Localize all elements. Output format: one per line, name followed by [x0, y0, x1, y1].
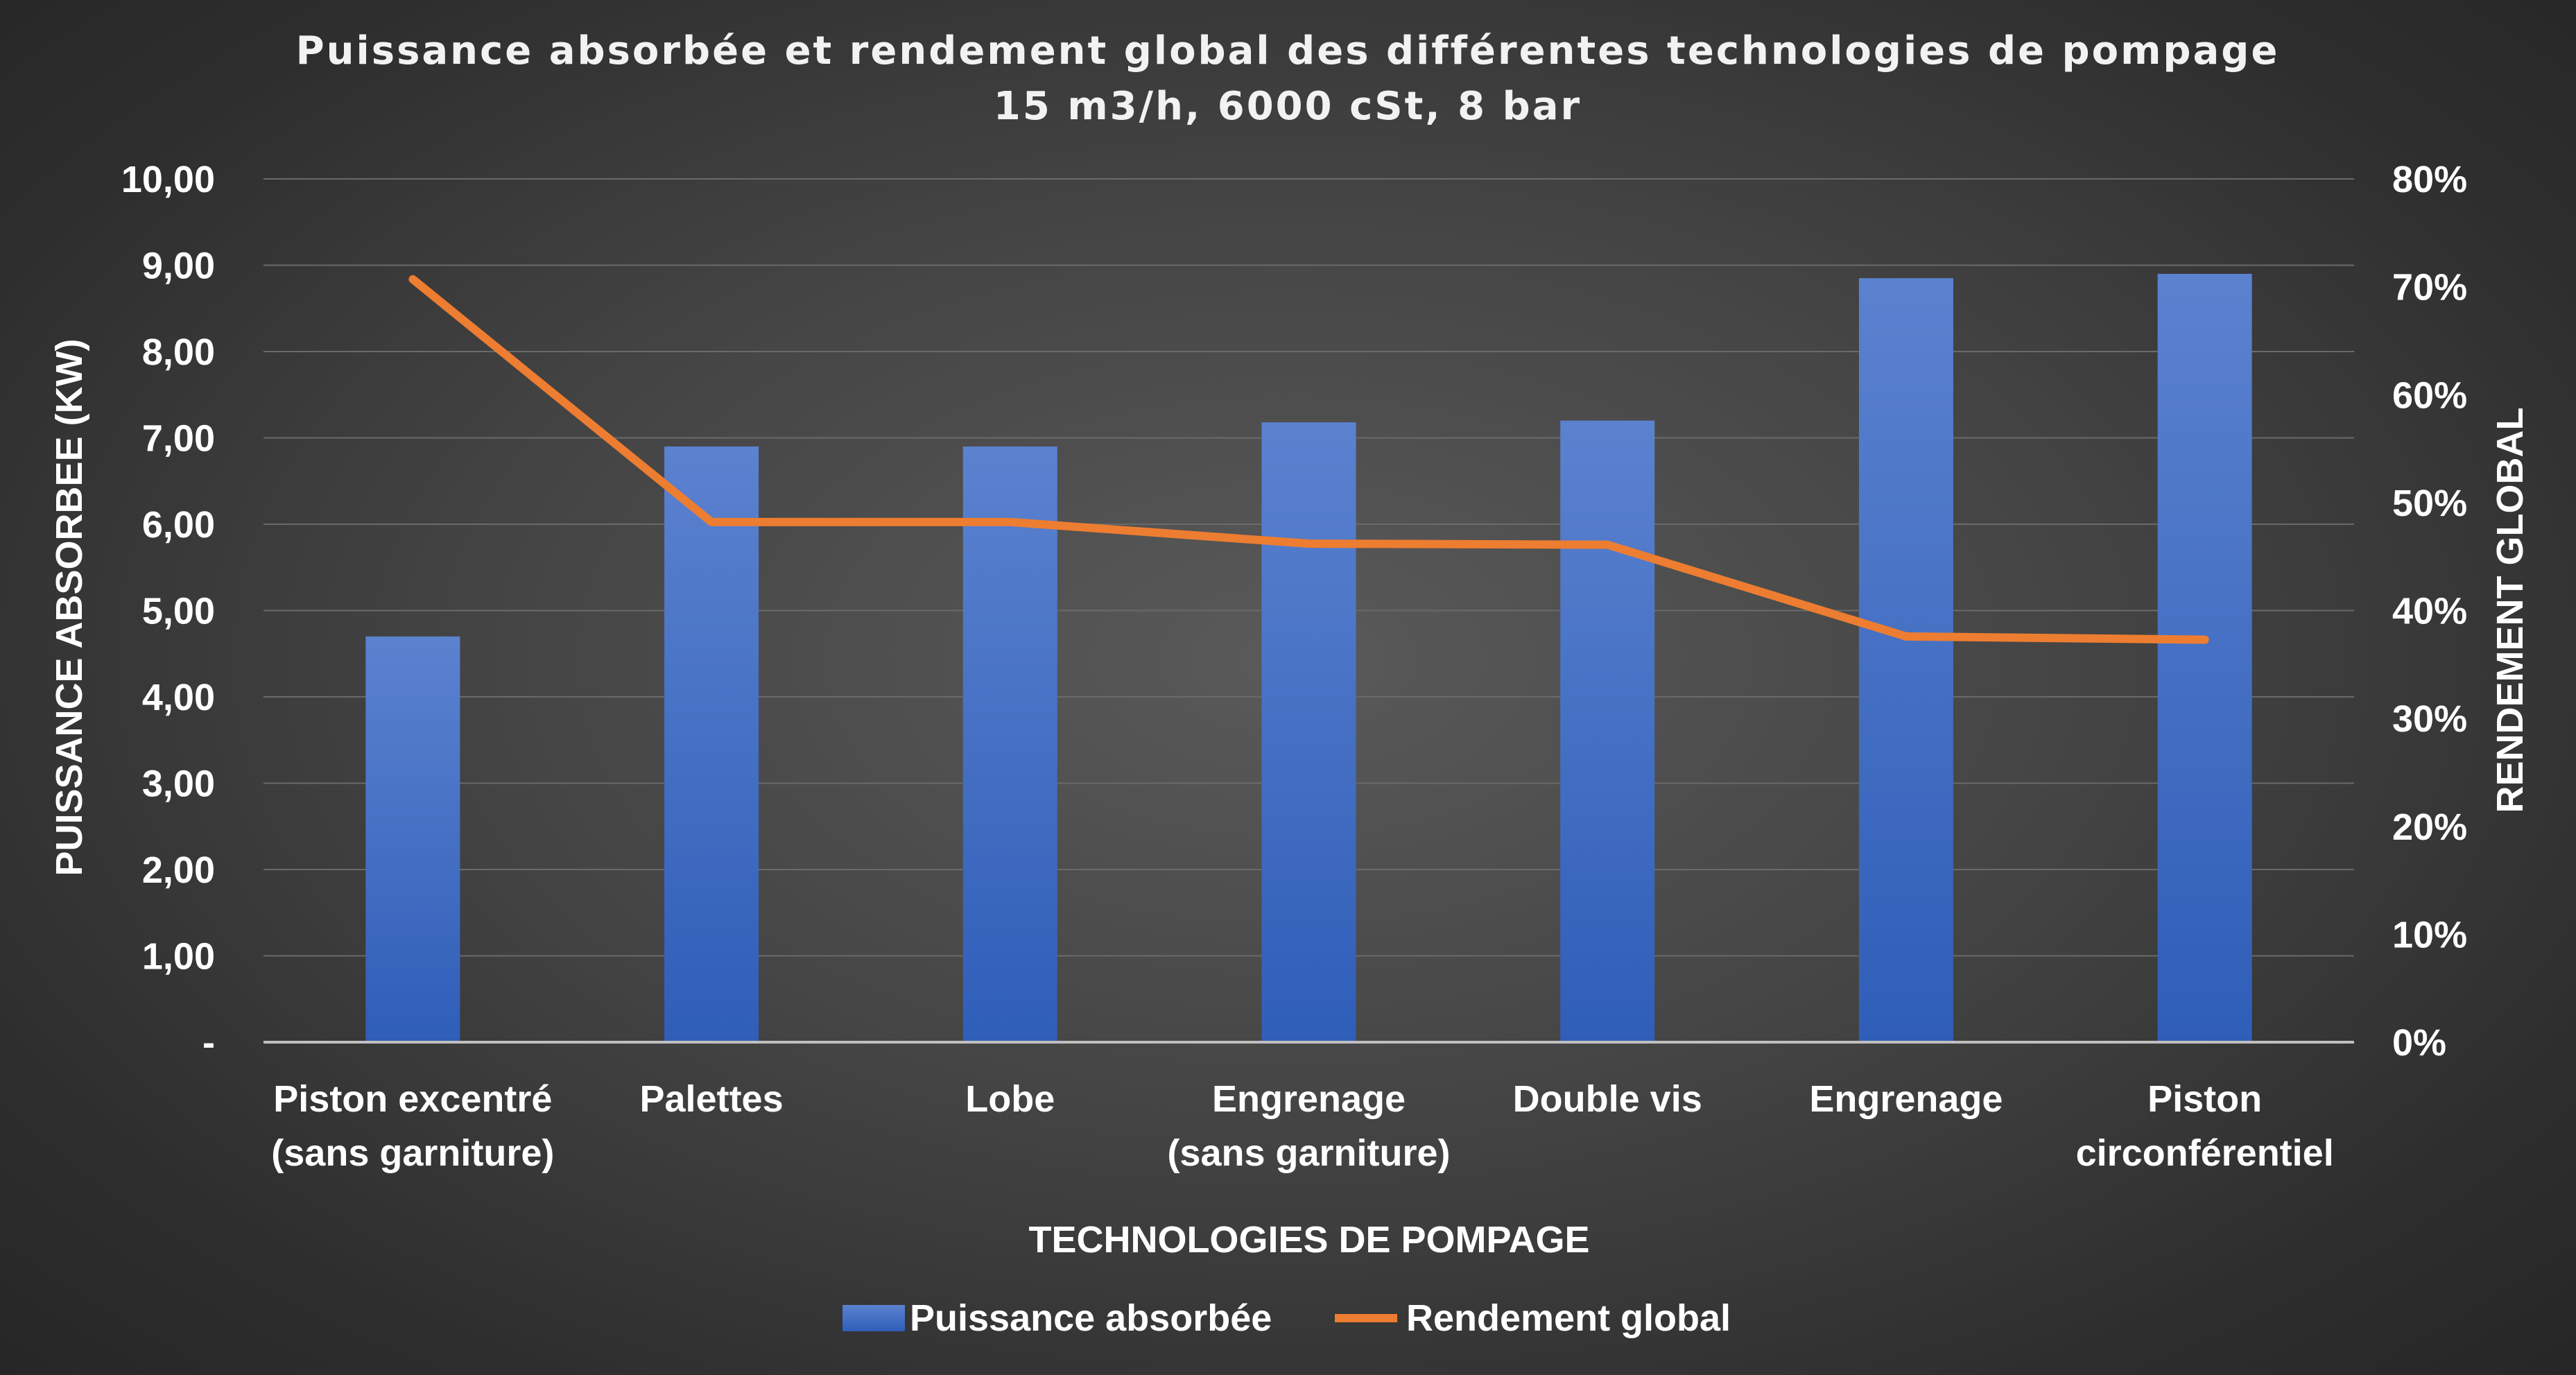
y-tick-label: 8,00 — [142, 331, 215, 373]
x-tick-label: Lobe — [965, 1078, 1055, 1120]
x-tick-label: Piston excentré (sans garniture) — [271, 1078, 554, 1174]
y-tick-label: 6,00 — [142, 504, 215, 546]
chart-subtitle: 15 m3/h, 6000 cSt, 8 bar — [994, 84, 1582, 129]
y-tick-label: 5,00 — [142, 591, 215, 632]
line-series — [408, 275, 2209, 644]
chart-title: Puissance absorbée et rendement global d… — [296, 28, 2280, 73]
bar — [664, 446, 759, 1042]
y2-axis-ticks: 0% 10% 20% 30% 40% 50% 60% 70% 80% — [2392, 159, 2467, 1064]
bar — [1560, 420, 1655, 1042]
y-tick-label: - — [202, 1022, 215, 1064]
x-axis-title: TECHNOLOGIES DE POMPAGE — [1028, 1219, 1589, 1261]
y-tick-label: 4,00 — [142, 677, 215, 718]
y2-tick-label: 30% — [2392, 698, 2467, 740]
legend-label-line: Rendement global — [1406, 1297, 1731, 1339]
y2-tick-label: 20% — [2392, 806, 2467, 848]
x-tick-label: Double vis — [1513, 1078, 1702, 1120]
bar — [1858, 278, 1953, 1042]
y-tick-label: 3,00 — [142, 763, 215, 805]
bar — [365, 636, 460, 1042]
x-tick-label: Piston circonférentiel — [2076, 1078, 2334, 1174]
y-tick-label: 1,00 — [142, 936, 215, 978]
legend-swatch-bar — [842, 1305, 905, 1331]
x-axis-ticks: Piston excentré (sans garniture) Palettes L… — [271, 1078, 2333, 1174]
y2-tick-label: 80% — [2392, 159, 2467, 200]
bar — [962, 446, 1057, 1042]
y2-tick-label: 0% — [2392, 1022, 2446, 1064]
y-tick-label: 9,00 — [142, 245, 215, 287]
x-tick-label: Palettes — [640, 1078, 784, 1120]
y2-tick-label: 50% — [2392, 483, 2467, 524]
y-axis-ticks: - 1,00 2,00 3,00 4,00 5,00 6,00 7,00 8,00 9,00 10,… — [121, 159, 215, 1064]
x-tick-label: Engrenage — [1809, 1078, 2003, 1120]
y-tick-label: 2,00 — [142, 849, 215, 891]
y2-axis-title: RENDEMENT GLOBAL — [2489, 408, 2531, 813]
y-axis-title: PUISSANCE ABSORBEE (KW) — [49, 338, 90, 876]
y2-tick-label: 60% — [2392, 374, 2467, 416]
legend: Puissance absorbée Rendement global — [842, 1297, 1731, 1339]
y-tick-label: 7,00 — [142, 418, 215, 460]
bar-series — [365, 273, 2252, 1043]
x-tick-label: Engrenage (sans garniture) — [1167, 1078, 1450, 1174]
legend-label-bar: Puissance absorbée — [910, 1297, 1272, 1339]
y-tick-label: 10,00 — [121, 159, 215, 200]
y2-tick-label: 40% — [2392, 591, 2467, 632]
y2-tick-label: 70% — [2392, 267, 2467, 309]
bar — [1261, 422, 1356, 1042]
y2-tick-label: 10% — [2392, 914, 2467, 955]
bar — [2157, 273, 2252, 1043]
